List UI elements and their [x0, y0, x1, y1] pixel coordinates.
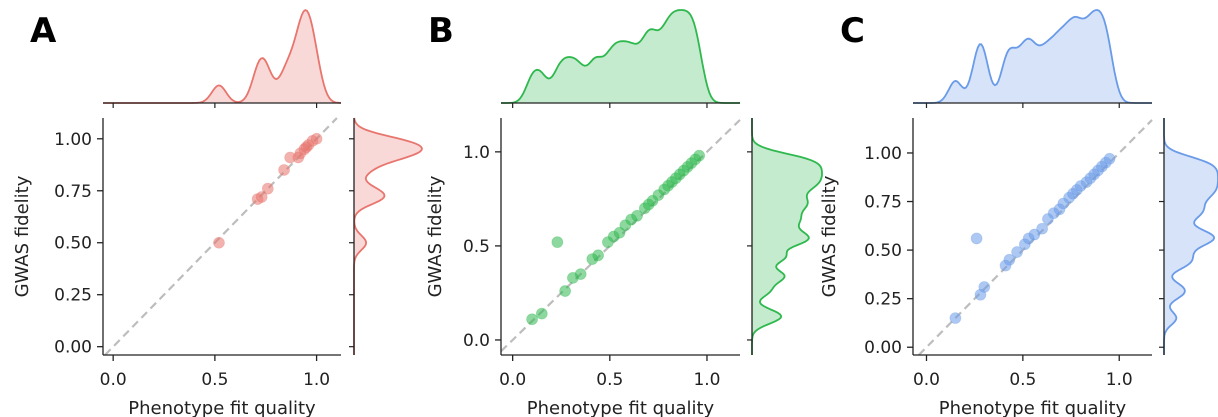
- x-tick-label: 0.0: [499, 370, 526, 390]
- y-tick-label: 0.0: [463, 331, 490, 351]
- scatter-point: [559, 285, 572, 297]
- y-tick-label: 1.00: [54, 130, 92, 150]
- y-tick-label: 0.50: [864, 241, 902, 261]
- x-tick-label: 1.0: [1106, 370, 1133, 390]
- scatter-point: [551, 236, 564, 249]
- side-marginal-fill: [752, 118, 822, 355]
- y-tick-label: 1.00: [864, 144, 902, 164]
- x-tick-label: 1.0: [693, 370, 720, 390]
- top-marginal-fill: [913, 10, 1152, 103]
- scatter-point: [213, 236, 225, 249]
- scatter-point: [1003, 253, 1016, 266]
- x-axis-title: Phenotype fit quality: [527, 398, 715, 417]
- top-marginal-curve: [913, 9, 1152, 104]
- panel-letter: A: [30, 11, 57, 51]
- y-tick-label: 0.25: [54, 286, 92, 306]
- x-axis-title: Phenotype fit quality: [939, 398, 1127, 417]
- side-marginal-fill: [1164, 118, 1218, 355]
- scatter-point: [526, 313, 538, 326]
- panel-letter: B: [428, 11, 454, 51]
- panel-letter: C: [840, 11, 865, 51]
- y-tick-label: 0.00: [864, 338, 902, 358]
- y-tick-label: 0.75: [864, 193, 902, 213]
- scatter-point: [1103, 152, 1116, 165]
- x-axis-title: Phenotype fit quality: [128, 398, 316, 417]
- scatter-point: [970, 232, 983, 245]
- scatter-point: [1036, 222, 1049, 235]
- y-axis-title: GWAS fidelity: [819, 175, 840, 297]
- scatter-point: [592, 249, 605, 262]
- scatter-point: [261, 182, 274, 195]
- scatter-point: [631, 209, 643, 222]
- x-tick-label: 1.0: [303, 370, 330, 390]
- x-tick-label: 0.0: [100, 370, 127, 390]
- y-tick-label: 0.5: [463, 237, 490, 257]
- panel-a: A 0.0 0.5 1.0 0.00 0.25 0.50 0.75 1.00 Phenotype …: [12, 8, 423, 417]
- y-tick-label: 1.0: [463, 143, 490, 163]
- scatter-point: [574, 268, 587, 281]
- x-tick-label: 0.5: [201, 370, 228, 390]
- y-tick-label: 0.25: [864, 290, 902, 310]
- top-marginal-curve: [501, 9, 740, 104]
- x-tick-label: 0.5: [596, 370, 623, 390]
- x-tick-label: 0.5: [1009, 370, 1036, 390]
- scatter-point: [978, 281, 991, 293]
- side-marginal-curve: [1163, 118, 1218, 355]
- y-tick-label: 0.75: [54, 182, 92, 202]
- panel-b: B 0.0 0.5 1.0 0.0 0.5 1.0 Phenotype fit quality…: [425, 9, 823, 417]
- scatter-point: [310, 132, 323, 145]
- scatter-point: [278, 164, 290, 176]
- top-marginal-fill: [103, 10, 341, 103]
- scatter-point: [693, 149, 706, 162]
- y-axis-title: GWAS fidelity: [12, 175, 33, 297]
- top-marginal-fill: [501, 10, 740, 103]
- scatter-point: [613, 226, 626, 239]
- scatter-point: [1028, 228, 1041, 241]
- y-tick-label: 0.50: [54, 234, 92, 254]
- x-tick-label: 0.0: [913, 370, 940, 390]
- side-marginal-curve: [751, 118, 823, 355]
- panel-c: C 0.0 0.5 1.0 0.00 0.25 0.50 0.75 1.00 Phenotype …: [819, 9, 1218, 417]
- scatter-point: [1011, 246, 1023, 258]
- scatter-point: [949, 312, 962, 324]
- y-axis-title: GWAS fidelity: [425, 175, 446, 297]
- scatter-point: [255, 191, 268, 203]
- y-tick-label: 0.00: [54, 338, 92, 358]
- scatter-point: [535, 307, 548, 320]
- side-marginal-fill: [354, 118, 422, 355]
